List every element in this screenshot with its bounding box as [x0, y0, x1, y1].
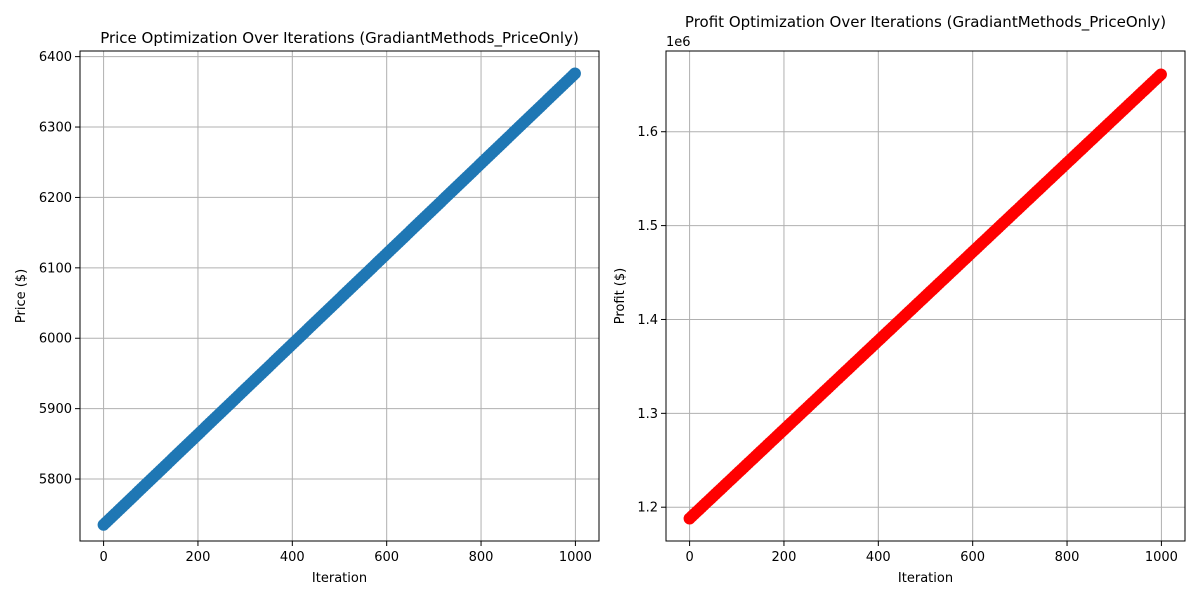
profit-x-tick-label: 600: [960, 550, 985, 565]
profit-y-axis-label: Profit ($): [613, 268, 628, 324]
profit-chart: 0 200 400 600 800 1000 1.2 1.3 1.4 1.5 1.6 Profit…: [613, 13, 1186, 586]
price-points: [97, 67, 581, 531]
profit-x-tick-label: 400: [866, 550, 891, 565]
price-grid: [80, 51, 599, 541]
profit-data-point: [1154, 68, 1167, 81]
profit-x-tick-label: 200: [772, 550, 797, 565]
profit-chart-title: Profit Optimization Over Iterations (Gra…: [685, 13, 1166, 32]
profit-y-tick-label: 1.4: [637, 313, 658, 328]
price-y-tick-label: 6400: [39, 50, 72, 65]
price-y-tick-label: 6000: [39, 332, 72, 347]
profit-y-tick-label: 1.2: [637, 501, 658, 516]
profit-x-tick-label: 1000: [1145, 550, 1178, 565]
price-y-ticks: 5800 5900 6000 6100 6200 6300 6400: [39, 50, 80, 488]
profit-plot-frame: [665, 50, 1186, 542]
price-y-tick-label: 6300: [39, 121, 72, 136]
price-plot-frame: [79, 50, 600, 542]
price-y-tick-label: 5900: [39, 402, 72, 417]
profit-y-tick-label: 1.5: [637, 219, 658, 234]
price-chart-title: Price Optimization Over Iterations (Grad…: [100, 29, 579, 48]
profit-y-tick-label: 1.3: [637, 407, 658, 422]
price-data-point: [568, 67, 581, 80]
price-y-tick-label: 6100: [39, 261, 72, 276]
profit-y-tick-label: 1.6: [637, 125, 658, 140]
profit-y-ticks: 1.2 1.3 1.4 1.5 1.6: [637, 125, 666, 516]
profit-x-axis-label: Iteration: [898, 571, 953, 586]
profit-x-ticks: 0 200 400 600 800 1000: [685, 541, 1178, 565]
profit-points: [683, 68, 1167, 525]
price-chart: 0 200 400 600 800 1000 5800 5900 6000 6100 6200 63…: [14, 29, 600, 586]
price-x-ticks: 0 200 400 600 800 1000: [99, 541, 592, 565]
profit-y-offset-text: 1e6: [666, 35, 691, 50]
price-x-tick-label: 400: [280, 550, 305, 565]
profit-x-tick-label: 800: [1055, 550, 1080, 565]
price-x-axis-label: Iteration: [312, 571, 367, 586]
price-x-tick-label: 200: [186, 550, 211, 565]
price-x-tick-label: 800: [469, 550, 494, 565]
price-y-tick-label: 5800: [39, 473, 72, 488]
price-x-tick-label: 600: [374, 550, 399, 565]
price-y-tick-label: 6200: [39, 191, 72, 206]
price-x-tick-label: 0: [99, 550, 107, 565]
price-y-axis-label: Price ($): [14, 269, 29, 323]
profit-x-tick-label: 0: [685, 550, 693, 565]
profit-grid: [666, 51, 1185, 541]
price-x-tick-label: 1000: [559, 550, 592, 565]
